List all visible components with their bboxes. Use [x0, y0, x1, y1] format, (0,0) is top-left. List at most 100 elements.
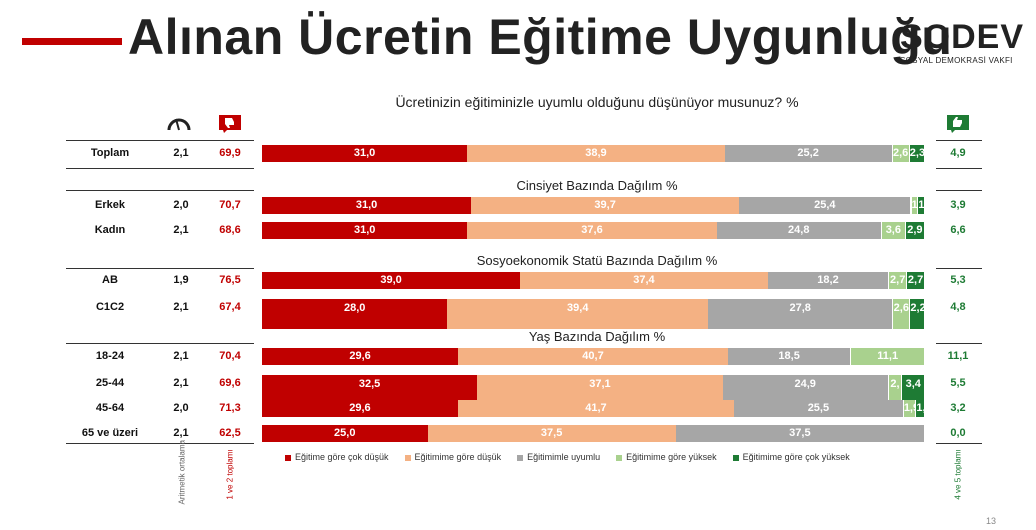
- sum-1-2-value: 62,5: [219, 427, 241, 439]
- mean-value: 2,1: [173, 350, 189, 362]
- sum-4-5-value: 4,8: [950, 301, 966, 313]
- bar-segment: 37,5: [427, 425, 676, 442]
- mean-value: 2,0: [173, 199, 189, 211]
- legend-swatch: [285, 454, 291, 461]
- thumbs-down-icon: [218, 114, 242, 139]
- bar-segment: 27,8: [708, 299, 893, 329]
- stacked-bar: 29,641,725,51,91,3: [262, 400, 924, 417]
- bar-segment: 2,6: [891, 145, 909, 162]
- sum-1-2-value: 69,9: [219, 147, 241, 159]
- bar-segment: 29,6: [262, 348, 459, 365]
- row-separator-left: [66, 140, 254, 141]
- bar-segment: 41,7: [457, 400, 734, 417]
- sum-4-5-value: 11,1: [947, 350, 969, 362]
- bar-segment: 2,7: [906, 272, 924, 289]
- row-separator-right: [936, 268, 982, 269]
- bar-segment: 31,0: [262, 197, 472, 214]
- sum-1-2-value: 68,6: [219, 224, 241, 236]
- stacked-bar: 25,0 37,5 37,5: [262, 425, 924, 442]
- row-separator-left: [66, 443, 254, 444]
- bar-segment: 39,4: [447, 299, 709, 329]
- sum-1-2-value: 71,3: [219, 402, 241, 414]
- row-separator-right: [936, 343, 982, 344]
- stacked-bar: 31,0 37,6 24,8 3,6 2,9: [262, 222, 924, 239]
- row-separator-left: [66, 168, 254, 169]
- category-label: 18-24: [95, 350, 125, 362]
- title-accent-line: [22, 38, 122, 45]
- bar-segment: 2,2: [909, 299, 924, 329]
- sum-4-5-value: 5,3: [950, 274, 966, 286]
- mean-value: 2,1: [173, 224, 189, 236]
- bar-segment: 2,: [887, 375, 902, 400]
- category-label: Toplam: [90, 147, 130, 159]
- bar-segment: 18,5: [727, 348, 851, 365]
- section-age-title: Yaş Bazında Dağılım %: [528, 329, 666, 344]
- category-label: 25-44: [95, 377, 125, 389]
- row-separator-right: [936, 168, 982, 169]
- bar-segment: 24,9: [722, 375, 888, 400]
- sum-4-5-value: 0,0: [950, 427, 966, 439]
- bar-segment: 29,6: [262, 400, 458, 417]
- mean-value: 2,1: [173, 147, 189, 159]
- sum-4-5-value: 6,6: [950, 224, 966, 236]
- bar-segment: 37,1: [477, 375, 723, 400]
- sum-1-2-value: 67,4: [219, 301, 241, 313]
- sum-4-5-value: 4,9: [950, 147, 966, 159]
- stacked-bar: 28,039,427,82,62,2: [262, 299, 924, 329]
- page-title: Alınan Ücretin Eğitime Uygunluğu: [128, 9, 953, 65]
- section-gender-title: Cinsiyet Bazında Dağılım %: [516, 178, 678, 193]
- bar-segment: 18,2: [767, 272, 889, 289]
- section-ses-title: Sosyoekonomik Statü Bazında Dağılım %: [476, 253, 718, 268]
- bar-segment: 1,3: [915, 400, 924, 417]
- bar-segment: 25,0: [262, 425, 428, 442]
- stacked-bar: 31,0 38,9 25,2 2,6 2,3: [262, 145, 924, 162]
- legend-label: Eğitimime göre düşük: [414, 452, 502, 462]
- bar-segment: 11,1: [850, 348, 924, 365]
- sum-4-5-value: 3,9: [950, 199, 966, 211]
- legend-label: Eğitimime göre yüksek: [626, 452, 717, 462]
- legend-swatch: [404, 454, 411, 461]
- mean-value: 2,1: [173, 427, 189, 439]
- gauge-icon: [166, 114, 192, 137]
- category-label: 65 ve üzeri: [81, 427, 139, 439]
- bar-segment: 31,0: [262, 145, 468, 162]
- bar-segment: 2,7: [888, 272, 907, 289]
- stacked-bar: 31,039,725,41,1,: [262, 197, 924, 214]
- bar-segment: 2,3: [908, 145, 924, 162]
- stacked-bar: 39,0 37,4 18,2 2,7 2,7: [262, 272, 924, 289]
- bar-segment: 25,4: [739, 197, 911, 214]
- bar-segment: 2,9: [904, 222, 924, 239]
- row-separator-right: [936, 190, 982, 191]
- row-separator-left: [66, 343, 254, 344]
- bar-segment: 39,7: [471, 197, 740, 214]
- bar-segment: 39,0: [262, 272, 521, 289]
- avg-column-label: Aritmetik ortalama: [177, 440, 187, 505]
- row-separator-left: [66, 268, 254, 269]
- bar-segment: 1,: [917, 197, 924, 214]
- bar-segment: 28,0: [262, 299, 448, 329]
- category-label: Kadın: [94, 224, 126, 236]
- sum-1-2-value: 70,4: [219, 350, 241, 362]
- mean-value: 1,9: [173, 274, 189, 286]
- sum-4-5-value: 3,2: [950, 402, 966, 414]
- chart-legend: Eğitime göre çok düşük Eğitimime göre düş…: [285, 452, 866, 462]
- sum-4-5-value: 5,5: [950, 377, 966, 389]
- neg-column-label: 1 ve 2 toplamı: [225, 449, 235, 500]
- bar-segment: 1,9: [902, 400, 916, 417]
- sum-1-2-value: 69,6: [219, 377, 241, 389]
- legend-label: Eğitimimle uyumlu: [527, 452, 601, 462]
- legend-item: Eğitime göre çok düşük: [285, 452, 389, 462]
- legend-swatch: [616, 454, 623, 461]
- legend-item: Eğitimimle uyumlu: [517, 452, 600, 462]
- bar-segment: 24,8: [716, 222, 881, 239]
- sum-1-2-value: 70,7: [219, 199, 241, 211]
- mean-value: 2,1: [173, 301, 189, 313]
- bar-segment: 37,4: [520, 272, 768, 289]
- row-separator-right: [936, 443, 982, 444]
- chart-question: Ücretinizin eğitiminizle uyumlu olduğunu…: [395, 94, 799, 110]
- bar-segment: 31,0: [262, 222, 468, 239]
- sodev-logo: SODEV SOSYAL DEMOKRASİ VAKFI: [900, 20, 1023, 70]
- bar-segment: 37,6: [467, 222, 717, 239]
- pos-column-label: 4 ve 5 toplamı: [953, 449, 963, 500]
- legend-label: Eğitime göre çok düşük: [295, 452, 389, 462]
